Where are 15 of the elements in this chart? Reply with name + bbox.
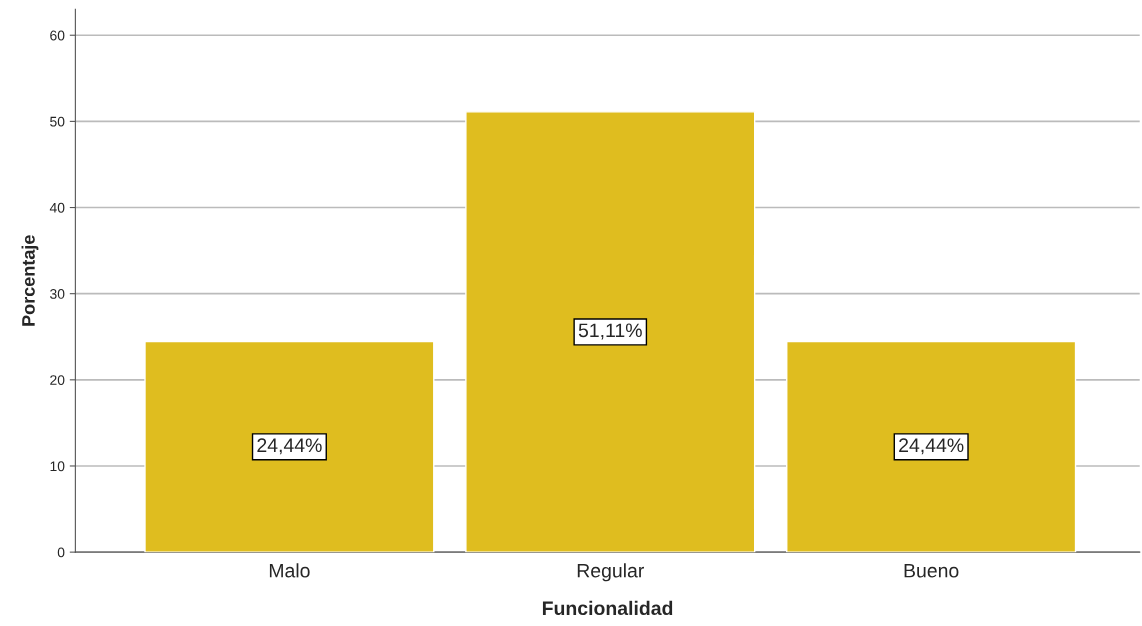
y-tick-label: 20 <box>50 375 65 385</box>
data-label: 24,44% <box>257 438 322 455</box>
y-tick-label: 50 <box>50 116 65 127</box>
x-tick-label: Malo <box>269 563 310 578</box>
data-label: 51,11% <box>578 323 642 340</box>
y-tick-label: 60 <box>50 30 65 41</box>
x-axis-title: Funcionalidad <box>542 600 673 616</box>
y-tick-label: 0 <box>57 547 65 558</box>
y-axis-title: Porcentaje <box>21 235 39 326</box>
y-tick-label: 10 <box>50 461 65 472</box>
x-tick-label: Regular <box>577 563 644 582</box>
y-tick-label: 40 <box>49 202 65 213</box>
y-tick-label: 30 <box>50 289 65 299</box>
data-label: 24,44% <box>899 438 964 455</box>
x-tick-label: Bueno <box>904 563 959 578</box>
